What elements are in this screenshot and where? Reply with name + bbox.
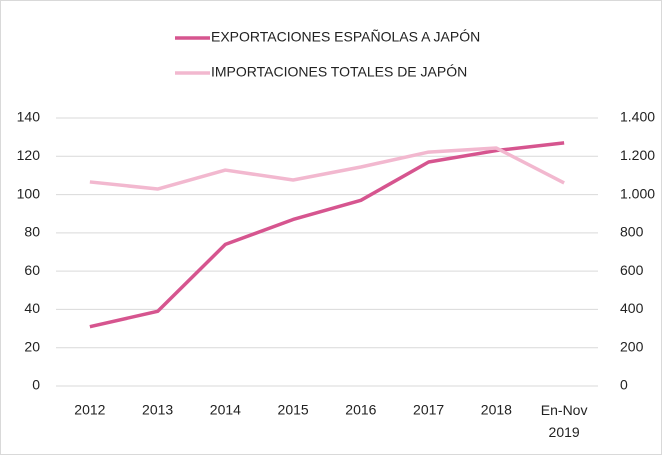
x-tick-label: 2013 <box>142 402 173 418</box>
y2-tick-label: 400 <box>620 300 644 316</box>
y-tick-label: 40 <box>24 300 40 316</box>
x-tick-label: 2014 <box>210 402 241 418</box>
y2-tick-label: 0 <box>620 377 628 393</box>
y-tick-label: 20 <box>24 338 40 354</box>
y-tick-label: 60 <box>24 262 40 278</box>
y-tick-label: 140 <box>17 109 41 125</box>
y2-tick-label: 200 <box>620 338 644 354</box>
y2-tick-label: 1.000 <box>620 185 655 201</box>
x-tick-label: 2012 <box>74 402 105 418</box>
x-tick-label: 2017 <box>413 402 444 418</box>
x-tick-label: En-Nov 2019 <box>541 402 588 440</box>
y-tick-label: 0 <box>32 377 40 393</box>
series-line <box>89 146 565 191</box>
y2-tick-label: 800 <box>620 224 644 240</box>
x-tick-label: 2018 <box>481 402 512 418</box>
series-line <box>89 141 565 329</box>
x-tick-label: 2016 <box>345 402 376 418</box>
legend-label: IMPORTACIONES TOTALES DE JAPÓN <box>211 64 467 80</box>
y-tick-label: 80 <box>24 224 40 240</box>
y2-tick-label: 600 <box>620 262 644 278</box>
y-tick-label: 120 <box>17 147 41 163</box>
y2-tick-label: 1.400 <box>620 109 655 125</box>
y2-tick-label: 1.200 <box>620 147 655 163</box>
y-tick-label: 100 <box>17 185 41 201</box>
legend-label: EXPORTACIONES ESPAÑOLAS A JAPÓN <box>211 29 480 45</box>
x-tick-label: 2015 <box>278 402 309 418</box>
